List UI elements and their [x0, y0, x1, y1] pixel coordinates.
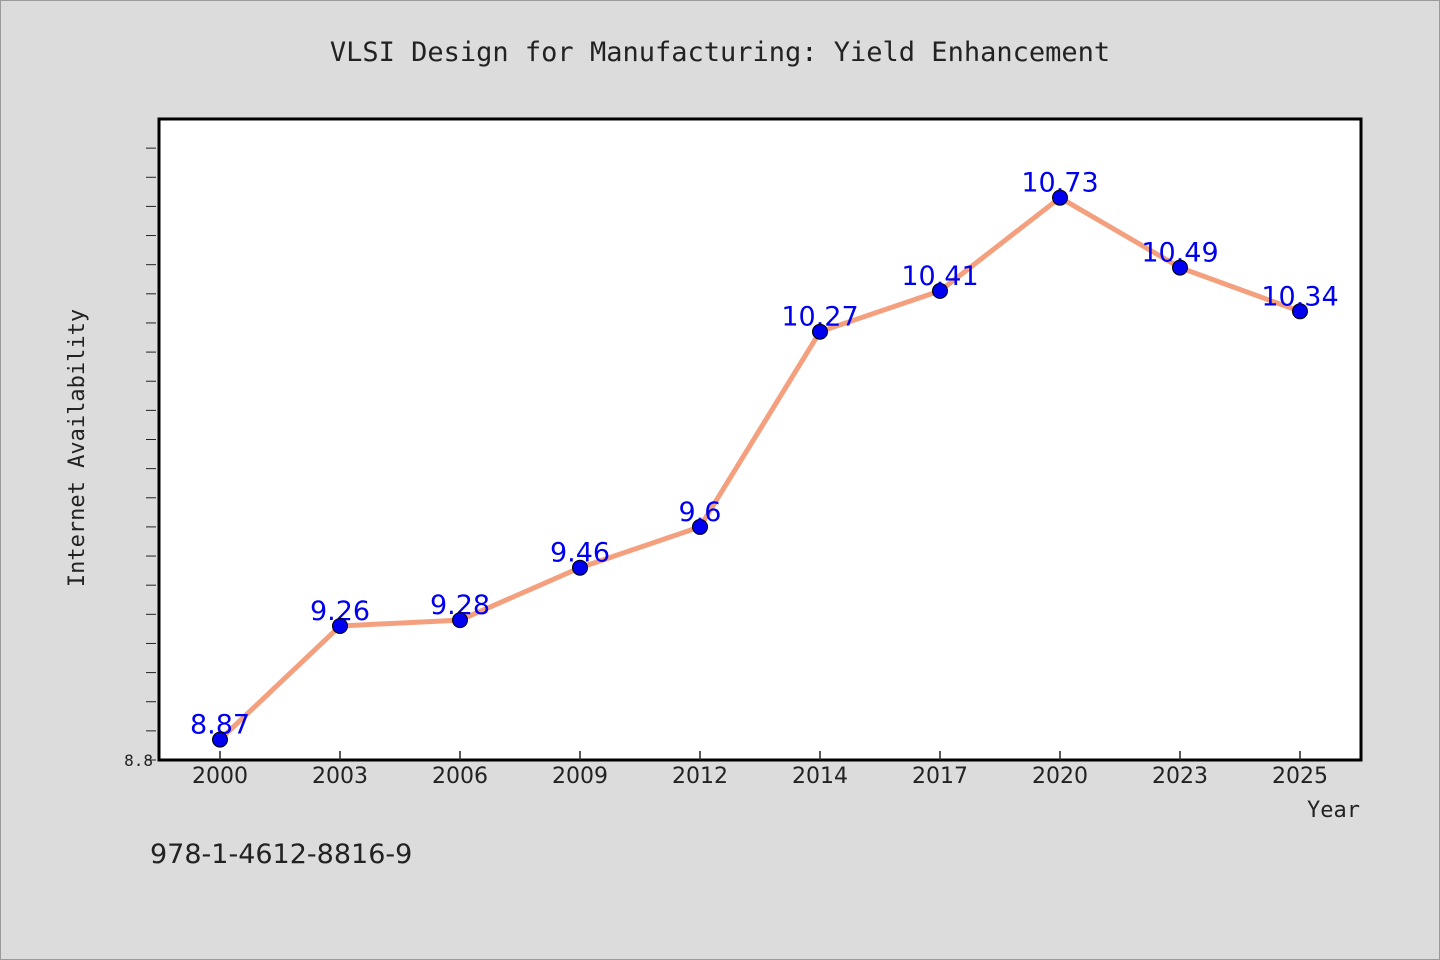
data-point: [812, 323, 828, 340]
x-tick-label: 2000: [192, 764, 248, 789]
data-point: [452, 612, 468, 629]
data-point: [932, 282, 948, 299]
x-tick-label: 2014: [792, 764, 848, 789]
data-point: [1292, 303, 1308, 320]
x-tick-label: 2006: [432, 764, 488, 789]
x-tick-label: 2023: [1152, 764, 1208, 789]
x-tick-label: 2020: [1032, 764, 1088, 789]
data-point: [692, 518, 708, 535]
data-point: [572, 559, 588, 576]
data-point: [1052, 189, 1068, 206]
x-tick-label: 2017: [912, 764, 968, 789]
data-point: [332, 617, 348, 634]
series-group: [218, 195, 1301, 742]
plot-area: [157, 117, 1363, 762]
chart-title: VLSI Design for Manufacturing: Yield Enh…: [330, 37, 1110, 68]
data-point: [212, 731, 228, 748]
series-line: [218, 195, 1301, 742]
data-point: [1172, 259, 1188, 276]
x-tick-label: 2012: [672, 764, 728, 789]
y-axis-title: Internet Availability: [65, 309, 90, 587]
x-tick-label: 2003: [312, 764, 368, 789]
y-tick-label: 8.8: [124, 751, 153, 770]
y-axis-ticks: 8.8: [124, 147, 156, 770]
footer-code: 978-1-4612-8816-9: [150, 839, 412, 870]
x-axis-ticks: 2000 2003 2006 2009 2012 2014 2017 2020 2023 2025: [192, 751, 1328, 789]
x-axis-title: Year: [1307, 798, 1360, 823]
x-tick-label: 2025: [1272, 764, 1328, 789]
x-tick-label: 2009: [552, 764, 608, 789]
